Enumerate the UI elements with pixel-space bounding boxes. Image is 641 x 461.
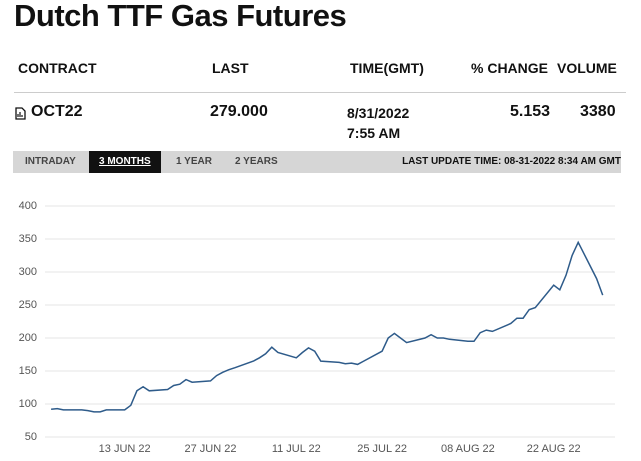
price-line <box>51 240 604 413</box>
column-header: % CHANGE <box>471 60 549 76</box>
tab[interactable]: 3 MONTHS <box>89 151 161 173</box>
y-tick-label: 150 <box>19 365 37 377</box>
last-update: LAST UPDATE TIME: 08-31-2022 8:34 AM GMT <box>402 156 621 167</box>
column-header: LAST <box>212 60 249 76</box>
x-tick-label: 11 JUL 22 <box>272 443 321 455</box>
column-header: TIME(GMT) <box>350 60 424 76</box>
volume: 3380 <box>580 103 616 120</box>
y-tick-label: 100 <box>19 398 37 410</box>
column-header: CONTRACT <box>18 60 97 76</box>
divider <box>14 92 626 93</box>
y-tick-label: 400 <box>19 200 37 212</box>
last-price: 279.000 <box>210 103 268 120</box>
y-tick-label: 350 <box>19 233 37 245</box>
y-tick-label: 300 <box>19 266 37 278</box>
tab[interactable]: 2 YEARS <box>235 156 278 167</box>
contract[interactable]: OCT22 <box>31 103 83 120</box>
tab[interactable]: 1 YEAR <box>176 156 212 167</box>
y-tick-label: 250 <box>19 299 37 311</box>
percent-change: 5.153 <box>510 103 551 120</box>
contract-icon <box>15 107 26 120</box>
x-tick-label: 13 JUN 22 <box>99 443 151 455</box>
page-title: Dutch TTF Gas Futures <box>14 0 347 33</box>
x-tick-label: 27 JUN 22 <box>184 443 236 455</box>
y-tick-label: 200 <box>19 332 37 344</box>
column-header: VOLUME <box>557 60 617 76</box>
x-tick-label: 22 AUG 22 <box>527 443 581 455</box>
y-tick-label: 50 <box>25 431 37 443</box>
tab-bar <box>13 151 621 173</box>
x-tick-label: 25 JUL 22 <box>357 443 407 455</box>
time: 8/31/2022 7:55 AM <box>347 105 410 141</box>
tab[interactable]: INTRADAY <box>25 156 76 167</box>
x-tick-label: 08 AUG 22 <box>441 443 495 455</box>
